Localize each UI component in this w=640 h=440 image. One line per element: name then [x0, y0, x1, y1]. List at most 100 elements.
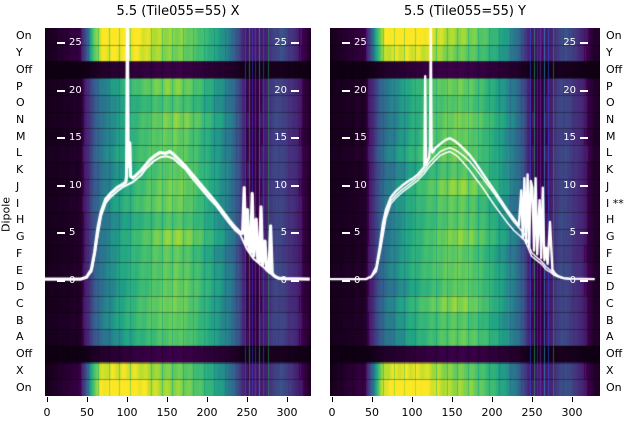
db-tick-mark [342, 232, 350, 234]
x-tick-mark [332, 397, 333, 402]
db-tick-label: 20 [69, 85, 82, 96]
panel-y-title: 5.5 (Tile055=55) Y [403, 4, 527, 19]
dipole-label-right: A [606, 330, 614, 344]
db-tick-label: 15 [69, 132, 82, 143]
dipole-label-left: I [16, 196, 20, 210]
dipole-label-right: Off [606, 62, 623, 76]
x-tick-mark [127, 397, 128, 402]
dipole-label-right: Off [606, 347, 623, 361]
db-tick-label: 5 [354, 227, 361, 238]
dipole-label-left: K [16, 163, 24, 177]
db-tick-label: 20 [354, 85, 367, 96]
x-tick-label: 300 [561, 406, 583, 419]
db-tick-mark [580, 137, 588, 139]
db-tick-mark [342, 90, 350, 92]
db-tick-label: 10 [274, 180, 287, 191]
dipole-label-right: On [606, 380, 622, 394]
db-tick-label: 5 [569, 227, 576, 238]
db-tick-mark [342, 280, 350, 282]
dipole-label-left: E [16, 263, 23, 277]
x-tick-label: 300 [276, 406, 298, 419]
x-tick-label: 200 [196, 406, 218, 419]
db-tick-mark [57, 42, 65, 44]
dipole-label-right: O [606, 96, 615, 110]
dipole-label-right: Y [606, 46, 613, 60]
x-tick-label: 150 [441, 406, 463, 419]
x-tick-mark [492, 397, 493, 402]
x-tick-label: 50 [80, 406, 94, 419]
dipole-label-right: P [606, 79, 613, 93]
heatmap-canvas-x [45, 28, 311, 396]
x-tick-label: 250 [236, 406, 258, 419]
db-tick-mark [291, 280, 299, 282]
db-tick-mark [291, 185, 299, 187]
db-tick-label: 10 [354, 180, 367, 191]
dipole-label-left: O [16, 96, 25, 110]
db-tick-mark [291, 137, 299, 139]
db-tick-mark [57, 232, 65, 234]
x-tick-mark [87, 397, 88, 402]
db-tick-mark [342, 137, 350, 139]
dipole-label-left: G [16, 230, 25, 244]
x-tick-mark [572, 397, 573, 402]
dipole-label-right: G [606, 230, 615, 244]
db-tick-label: 10 [69, 180, 82, 191]
db-tick-label: 0 [569, 275, 576, 286]
dipole-label-left: J [16, 179, 20, 193]
db-tick-label: 5 [280, 227, 287, 238]
x-tick-mark [452, 397, 453, 402]
dipole-label-right: J [606, 179, 610, 193]
db-tick-label: 25 [274, 37, 287, 48]
dipole-label-left: N [16, 113, 25, 126]
x-tick-label: 100 [401, 406, 423, 419]
db-tick-mark [57, 185, 65, 187]
dipole-label-right: B [606, 313, 614, 327]
db-tick-mark [342, 42, 350, 44]
x-tick-mark [47, 397, 48, 402]
x-tick-label: 150 [156, 406, 178, 419]
db-tick-mark [342, 185, 350, 187]
dipole-label-left: On [16, 380, 32, 394]
x-tick-mark [207, 397, 208, 402]
dipole-label-left: F [16, 246, 23, 260]
db-tick-label: 5 [69, 227, 76, 238]
x-tick-mark [532, 397, 533, 402]
db-tick-mark [57, 90, 65, 92]
y-axis-label: Dipole [0, 196, 13, 233]
db-tick-mark [580, 280, 588, 282]
dipole-label-left: H [16, 213, 25, 227]
db-tick-mark [580, 185, 588, 187]
dipole-label-right: I ** [606, 196, 624, 210]
db-tick-label: 10 [563, 180, 576, 191]
dipole-label-right: H [606, 213, 615, 227]
db-tick-label: 15 [354, 132, 367, 143]
db-tick-mark [580, 90, 588, 92]
panel-x-title: 5.5 (Tile055=55) X [116, 4, 240, 19]
x-tick-mark [372, 397, 373, 402]
dipole-label-left: P [16, 79, 23, 93]
dipole-label-left: On [16, 29, 32, 43]
db-tick-mark [57, 280, 65, 282]
dipole-label-right: On [606, 29, 622, 43]
x-tick-label: 0 [328, 406, 336, 419]
x-tick-mark [247, 397, 248, 402]
db-tick-label: 20 [563, 85, 576, 96]
heatmap-panel-x: 25 25 20 20 15 15 10 10 5 5 0 0 [45, 28, 311, 396]
dipole-label-left: X [16, 363, 24, 377]
db-tick-label: 25 [69, 37, 82, 48]
dipole-label-right: C [606, 297, 614, 310]
db-tick-label: 25 [354, 37, 367, 48]
dipole-label-right: D [606, 280, 615, 294]
x-tick-label: 0 [43, 406, 51, 419]
dipole-label-right: N [606, 113, 615, 126]
dipole-label-right: M [606, 129, 616, 143]
dipole-label-right: X [606, 363, 614, 377]
db-tick-label: 0 [69, 275, 76, 286]
db-tick-mark [57, 137, 65, 139]
db-tick-mark [291, 42, 299, 44]
dipole-label-right: F [606, 246, 613, 260]
dipole-label-left: C [16, 297, 24, 310]
x-tick-label: 200 [481, 406, 503, 419]
db-tick-label: 0 [354, 275, 361, 286]
db-tick-label: 15 [563, 132, 576, 143]
